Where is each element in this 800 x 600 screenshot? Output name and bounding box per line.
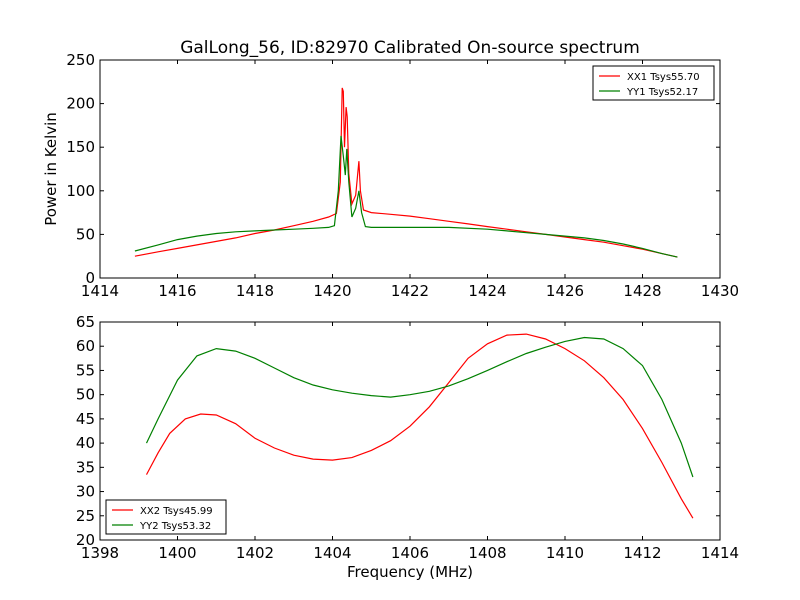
y-axis-label: Power in Kelvin: [42, 112, 60, 226]
x-tick-label: 1416: [158, 282, 196, 300]
series-line-1: [134, 87, 678, 258]
legend-label: YY2 Tsys53.32: [139, 521, 211, 532]
legend-label: XX1 Tsys55.70: [627, 72, 700, 83]
legend-label: YY1 Tsys52.17: [626, 87, 698, 98]
y-tick-label: 50: [76, 225, 95, 243]
y-tick-label: 25: [76, 507, 95, 525]
figure-title: GalLong_56, ID:82970 Calibrated On-sourc…: [180, 38, 640, 58]
legend-label: XX2 Tsys45.99: [140, 506, 213, 517]
x-tick-label: 1414: [701, 544, 739, 562]
y-tick-label: 40: [76, 434, 95, 452]
y-tick-label: 200: [66, 95, 95, 113]
x-tick-label: 1428: [623, 282, 661, 300]
x-tick-label: 1406: [391, 544, 429, 562]
y-tick-label: 0: [85, 269, 95, 287]
bottom-chart: 1398 1400 1402 1404 1406 1408 1410 1412 1414 20 25…: [76, 313, 739, 581]
x-tick-label: 1420: [313, 282, 351, 300]
x-tick-label: 1424: [468, 282, 506, 300]
y-tick-label: 50: [76, 386, 95, 404]
y-tick-label: 150: [66, 138, 95, 156]
x-tick-label: 1404: [313, 544, 351, 562]
y-tick-label: 35: [76, 458, 95, 476]
x-tick-label: 1422: [391, 282, 429, 300]
x-tick-label: 1426: [546, 282, 584, 300]
x-tick-label: 1408: [468, 544, 506, 562]
y-tick-label: 45: [76, 410, 95, 428]
x-tick-label: 1414: [81, 282, 119, 300]
x-tick-label: 1418: [236, 282, 274, 300]
series-line-2: [134, 135, 678, 258]
series-line-2: [145, 336, 694, 478]
x-tick-label: 1398: [81, 544, 119, 562]
x-tick-label: 1400: [158, 544, 196, 562]
y-tick-label: 65: [76, 313, 95, 331]
top-chart: 1414 1416 1418 1420 1422 1424 1426 1428 1430 0 50 1…: [42, 51, 739, 300]
x-axis-label: Frequency (MHz): [347, 563, 473, 581]
y-tick-label: 100: [66, 182, 95, 200]
y-tick-label: 20: [76, 531, 95, 549]
legend-box: [592, 65, 715, 101]
y-tick-label: 55: [76, 361, 95, 379]
y-tick-label: 250: [66, 51, 95, 69]
x-tick-label: 1410: [546, 544, 584, 562]
x-tick-label: 1412: [623, 544, 661, 562]
series-line-1: [145, 333, 694, 519]
legend-box: [105, 499, 227, 535]
legend: XX1 Tsys55.70 YY1 Tsys52.17: [592, 65, 715, 101]
y-tick-label: 60: [76, 337, 95, 355]
legend: XX2 Tsys45.99 YY2 Tsys53.32: [105, 499, 227, 535]
x-tick-label: 1402: [236, 544, 274, 562]
y-tick-label: 30: [76, 483, 95, 501]
x-tick-label: 1430: [701, 282, 739, 300]
